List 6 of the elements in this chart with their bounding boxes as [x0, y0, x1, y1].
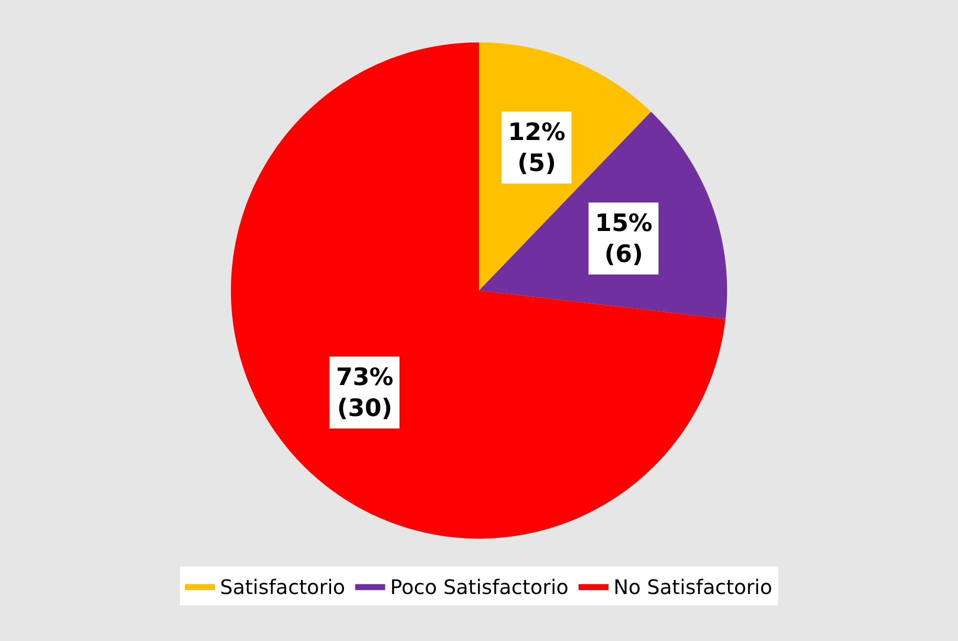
- data-label: 12% (5): [508, 118, 566, 178]
- legend-label: Satisfactorio: [220, 574, 346, 599]
- legend-label: Poco Satisfactorio: [390, 574, 568, 599]
- data-label: 15% (6): [595, 209, 652, 268]
- legend-label: No Satisfactorio: [614, 574, 772, 599]
- data-label: 73% (30): [336, 363, 394, 422]
